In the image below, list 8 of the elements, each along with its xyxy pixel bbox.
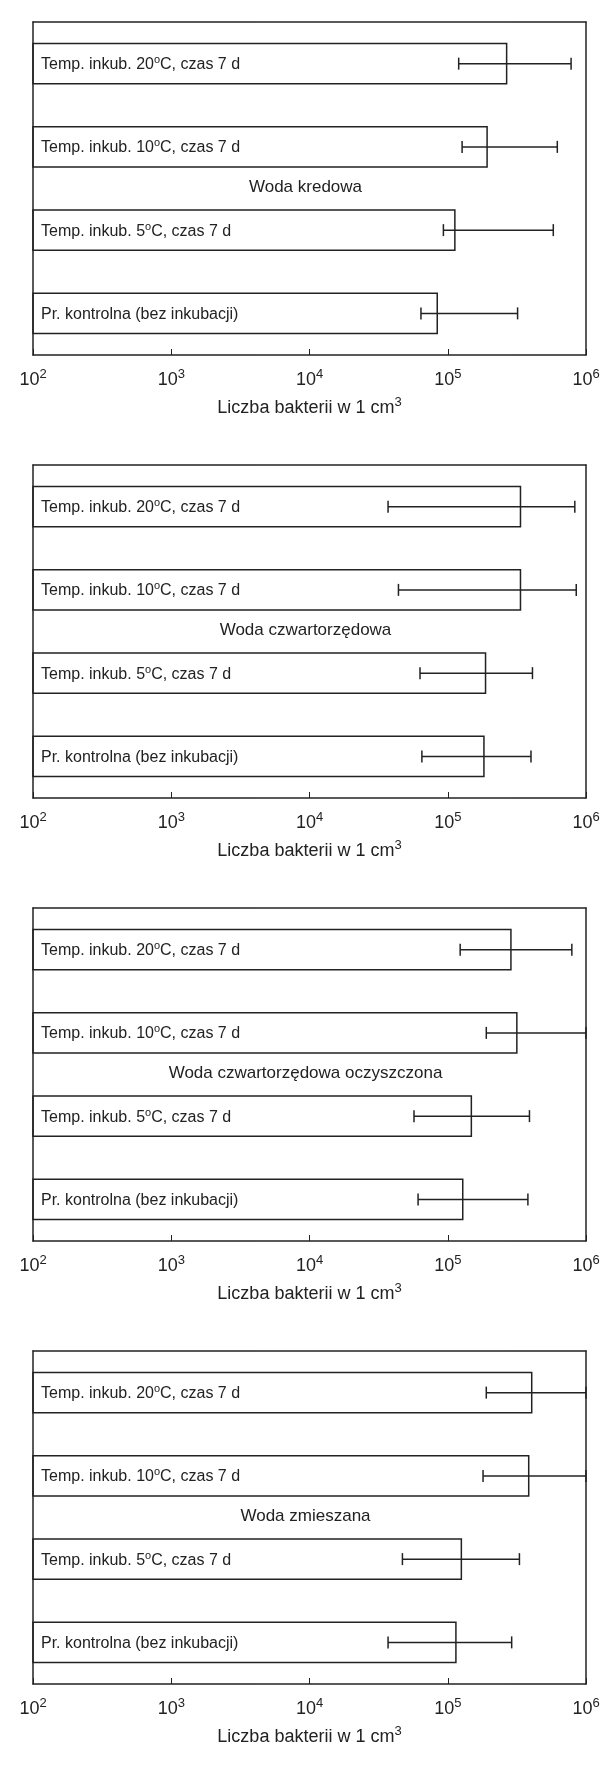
annotation: Woda czwartorzędowa oczyszczona <box>168 1062 443 1082</box>
annotation: Woda zmieszana <box>240 1505 372 1525</box>
annotation: Woda czwartorzędowa <box>219 619 392 639</box>
y-tick-label: Pr. kontrolna (bez inkubacji) <box>41 304 239 322</box>
annotation: Woda kredowa <box>248 176 363 196</box>
y-tick-label: Pr. kontrolna (bez inkubacji) <box>41 747 239 765</box>
y-tick-label: Pr. kontrolna (bez inkubacji) <box>41 1190 239 1208</box>
y-tick-label: Pr. kontrolna (bez inkubacji) <box>41 1633 239 1651</box>
